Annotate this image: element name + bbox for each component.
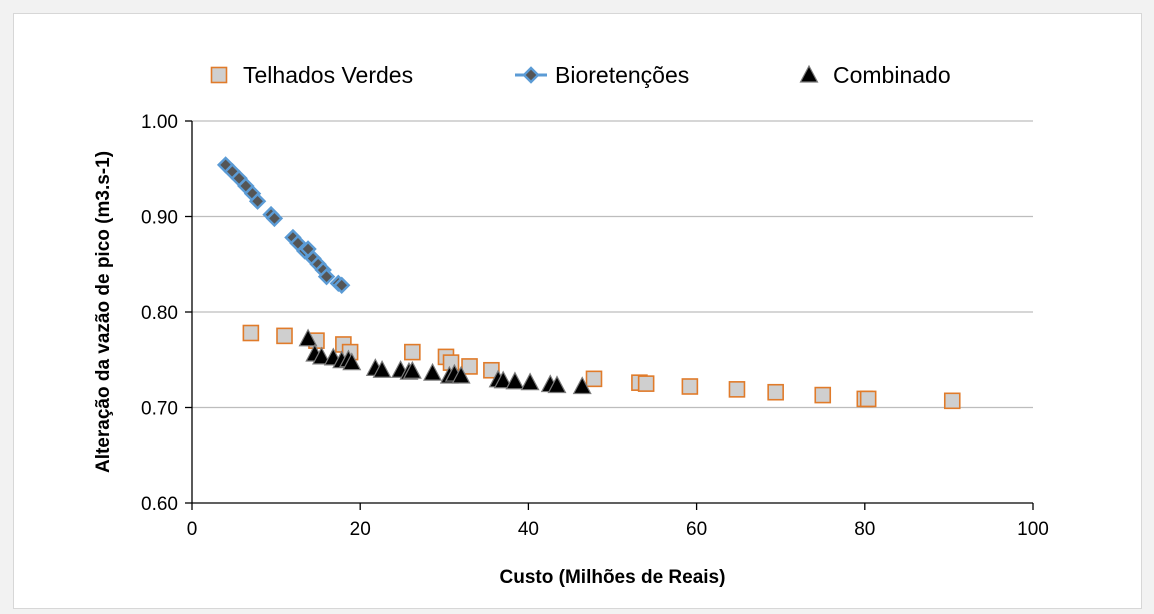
square-data-point <box>483 361 500 379</box>
y-tick-label: 0.70 <box>141 399 178 420</box>
x-tick-label: 0 <box>187 519 198 540</box>
legend-item: Combinado <box>799 62 951 88</box>
square-data-point <box>814 386 832 404</box>
x-tick-label: 100 <box>1017 519 1049 540</box>
grid-lines <box>192 120 1033 409</box>
legend-marker <box>522 66 540 84</box>
triangle-data-point <box>572 376 592 395</box>
triangle-data-point <box>312 346 332 365</box>
x-tick-label: 80 <box>854 519 875 540</box>
legend-label: Bioretenções <box>555 62 689 88</box>
legend-label: Telhados Verdes <box>243 62 413 88</box>
legend-item: Telhados Verdes <box>210 62 413 88</box>
legend-marker <box>210 66 228 84</box>
square-data-point <box>728 381 746 398</box>
series-square <box>242 324 961 410</box>
y-tick-label: 0.80 <box>141 303 178 324</box>
x-axis-ticks: 0 20 40 60 80 100 <box>187 503 1049 540</box>
scatter-chart: 0 20 40 60 80 100 0.60 0.70 0.80 0.90 1.00 Custo … <box>93 62 1049 588</box>
legend-label: Combinado <box>833 62 951 88</box>
square-data-point <box>276 327 293 345</box>
triangle-data-point <box>423 362 443 381</box>
x-tick-label: 40 <box>518 519 539 540</box>
x-tick-label: 60 <box>686 519 707 540</box>
triangle-data-point <box>493 370 513 389</box>
series-diamond <box>216 156 351 294</box>
x-tick-label: 20 <box>350 519 371 540</box>
triangle-data-point <box>451 365 471 384</box>
y-axis-ticks: 0.60 0.70 0.80 0.90 1.00 <box>141 112 192 515</box>
data-points <box>216 156 961 410</box>
square-data-point <box>637 375 655 392</box>
diamond-data-point <box>265 209 284 228</box>
square-data-point <box>461 358 478 375</box>
triangle-data-point <box>372 359 392 378</box>
triangle-data-point <box>547 375 567 394</box>
series-triangle <box>298 328 592 395</box>
square-data-point <box>767 383 784 401</box>
square-data-point <box>585 370 603 388</box>
legend-item: Bioretenções <box>515 62 689 88</box>
square-data-point <box>943 392 961 410</box>
y-axis-label: Alteração da vazão de pico (m3.s-1) <box>93 151 114 473</box>
triangle-data-point <box>298 328 318 347</box>
square-data-point <box>859 390 877 408</box>
legend-marker <box>799 64 819 83</box>
legend: Telhados Verdes Bioretenções Combinado <box>210 62 951 88</box>
triangle-data-point <box>520 372 540 391</box>
y-tick-label: 0.90 <box>141 208 178 229</box>
square-data-point <box>681 378 699 395</box>
diamond-data-point <box>248 192 267 210</box>
square-data-point <box>242 324 260 342</box>
y-tick-label: 1.00 <box>141 112 178 133</box>
square-data-point <box>404 343 421 361</box>
diamond-data-point <box>317 267 336 286</box>
triangle-data-point <box>342 352 362 371</box>
y-tick-label: 0.60 <box>141 494 178 515</box>
x-axis-label: Custo (Milhões de Reais) <box>500 567 726 588</box>
triangle-data-point <box>505 371 525 390</box>
triangle-data-point <box>402 360 422 379</box>
diamond-data-point <box>333 276 351 294</box>
chart-panel: 0 20 40 60 80 100 0.60 0.70 0.80 0.90 1.00 Custo … <box>13 13 1142 609</box>
